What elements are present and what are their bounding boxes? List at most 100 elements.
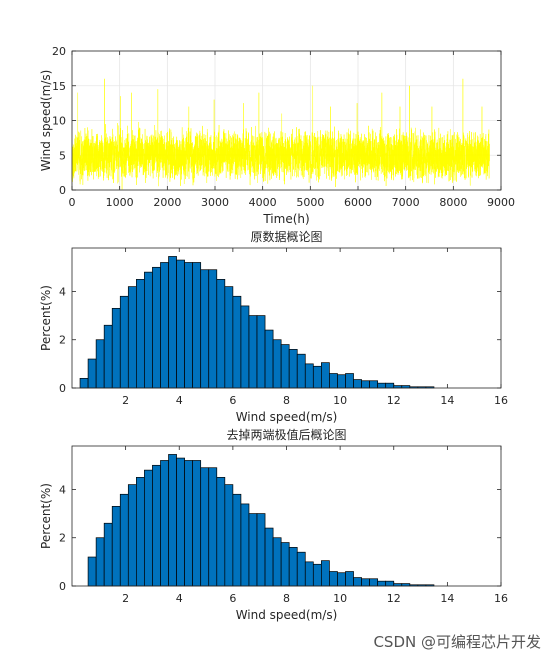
histogram-bar bbox=[184, 262, 194, 389]
histogram-bar bbox=[152, 266, 161, 389]
y-axis-label: Wind speed(m/s) bbox=[39, 70, 53, 172]
histogram-bar bbox=[312, 365, 322, 389]
histogram-bar bbox=[160, 460, 169, 587]
x-tick-label: 2000 bbox=[153, 196, 181, 209]
histogram-bar bbox=[87, 358, 97, 389]
histogram-bar bbox=[119, 493, 129, 587]
histogram-bar bbox=[312, 563, 322, 587]
histogram-bar bbox=[224, 286, 234, 389]
histogram-bar bbox=[192, 460, 202, 587]
histogram-bar bbox=[95, 537, 105, 587]
histogram-bar bbox=[216, 477, 226, 587]
x-tick-label: 0 bbox=[69, 196, 76, 209]
x-tick-label: 16 bbox=[494, 592, 508, 605]
chart-title: 原数据概论图 bbox=[250, 229, 322, 244]
x-tick-label: 5000 bbox=[296, 196, 324, 209]
histogram-bar bbox=[192, 262, 202, 389]
histogram-bar bbox=[337, 572, 346, 587]
histogram-bar bbox=[369, 578, 379, 587]
histogram-bar bbox=[127, 484, 137, 587]
histogram-bar bbox=[321, 362, 330, 389]
x-tick-label: 12 bbox=[387, 394, 401, 407]
histogram-bar bbox=[385, 580, 395, 587]
x-axis-label: Time(h) bbox=[262, 212, 309, 226]
histogram-bar bbox=[176, 457, 185, 587]
histogram-bar bbox=[296, 551, 306, 587]
x-tick-label: 4 bbox=[176, 592, 183, 605]
histogram-bar bbox=[232, 493, 242, 587]
wind-speed-time-series-chart: 0 1000 2000 3000 4000 5000 6000 7000 8000 9000 0 5 1… bbox=[39, 45, 515, 226]
histogram-bar bbox=[345, 571, 354, 587]
x-tick-label: 6 bbox=[229, 592, 236, 605]
x-tick-label: 9000 bbox=[487, 196, 515, 209]
histogram-bar bbox=[248, 513, 258, 587]
histogram-bar bbox=[136, 477, 145, 587]
histogram-bar bbox=[208, 269, 218, 389]
y-tick-label: 0 bbox=[59, 184, 66, 197]
histogram-bar bbox=[304, 561, 314, 587]
axes-box bbox=[71, 247, 502, 389]
wind-speed-series-line bbox=[71, 78, 490, 190]
x-tick-label: 8 bbox=[283, 592, 290, 605]
chart-title: 去掉两端极值后概论图 bbox=[226, 427, 346, 442]
histogram-bar bbox=[377, 382, 387, 389]
x-tick-label: 3000 bbox=[201, 196, 229, 209]
x-tick-label: 14 bbox=[440, 394, 454, 407]
x-tick-label: 7000 bbox=[392, 196, 420, 209]
raw-data-histogram-chart: 2 4 6 8 10 12 14 16 0 2 4 Wind speed(m/s) Percent(%)… bbox=[39, 229, 508, 424]
histogram-bar bbox=[87, 556, 97, 587]
histogram-bar bbox=[224, 484, 234, 587]
axes-box bbox=[71, 445, 502, 587]
y-tick-label: 10 bbox=[52, 115, 66, 128]
x-tick-label: 14 bbox=[440, 592, 454, 605]
histogram-bar bbox=[136, 279, 145, 389]
histogram-bar bbox=[321, 560, 330, 587]
histogram-bar bbox=[144, 469, 153, 587]
y-tick-label: 20 bbox=[52, 45, 66, 58]
x-tick-label: 2 bbox=[122, 394, 129, 407]
x-axis-label: Wind speed(m/s) bbox=[236, 410, 338, 424]
y-tick-label: 2 bbox=[59, 532, 66, 545]
y-axis-label: Percent(%) bbox=[39, 483, 53, 549]
y-tick-label: 4 bbox=[59, 483, 66, 496]
histogram-bar bbox=[79, 377, 89, 389]
y-tick-label: 2 bbox=[59, 334, 66, 347]
x-tick-label: 10 bbox=[333, 592, 347, 605]
x-axis-label: Wind speed(m/s) bbox=[236, 608, 338, 622]
x-tick-label: 6 bbox=[229, 394, 236, 407]
histogram-bar bbox=[216, 279, 226, 389]
histogram-bar bbox=[369, 380, 379, 389]
x-tick-label: 6000 bbox=[344, 196, 372, 209]
x-tick-label: 2 bbox=[122, 592, 129, 605]
histogram-bar bbox=[240, 305, 250, 389]
histogram-bar bbox=[200, 467, 210, 587]
x-tick-label: 8000 bbox=[439, 196, 467, 209]
histogram-bar bbox=[208, 467, 218, 587]
x-tick-label: 16 bbox=[494, 394, 508, 407]
histogram-bar bbox=[280, 542, 290, 587]
histogram-bar bbox=[232, 295, 242, 389]
histogram-bar bbox=[168, 454, 177, 587]
histogram-bar bbox=[111, 307, 121, 389]
histogram-bar bbox=[264, 329, 274, 389]
histogram-bar bbox=[353, 379, 362, 389]
csdn-watermark: CSDN @可编程芯片开发 bbox=[373, 633, 541, 651]
y-tick-label: 15 bbox=[52, 80, 66, 93]
histogram-bar bbox=[111, 505, 121, 587]
histogram-bar bbox=[264, 527, 274, 587]
histogram-bar bbox=[385, 382, 395, 389]
histogram-bar bbox=[337, 374, 346, 389]
histogram-bar bbox=[329, 373, 338, 389]
histogram-bar bbox=[248, 315, 258, 389]
histogram-bar bbox=[184, 460, 194, 587]
histogram-bar bbox=[103, 324, 113, 389]
histogram-bar bbox=[288, 547, 298, 587]
histogram-bar bbox=[168, 256, 177, 389]
x-tick-label: 1000 bbox=[106, 196, 134, 209]
histogram-bar bbox=[345, 373, 354, 389]
x-tick-label: 12 bbox=[387, 592, 401, 605]
histogram-bar bbox=[280, 344, 290, 389]
axes-box bbox=[71, 50, 502, 191]
histogram-bar bbox=[361, 380, 370, 389]
